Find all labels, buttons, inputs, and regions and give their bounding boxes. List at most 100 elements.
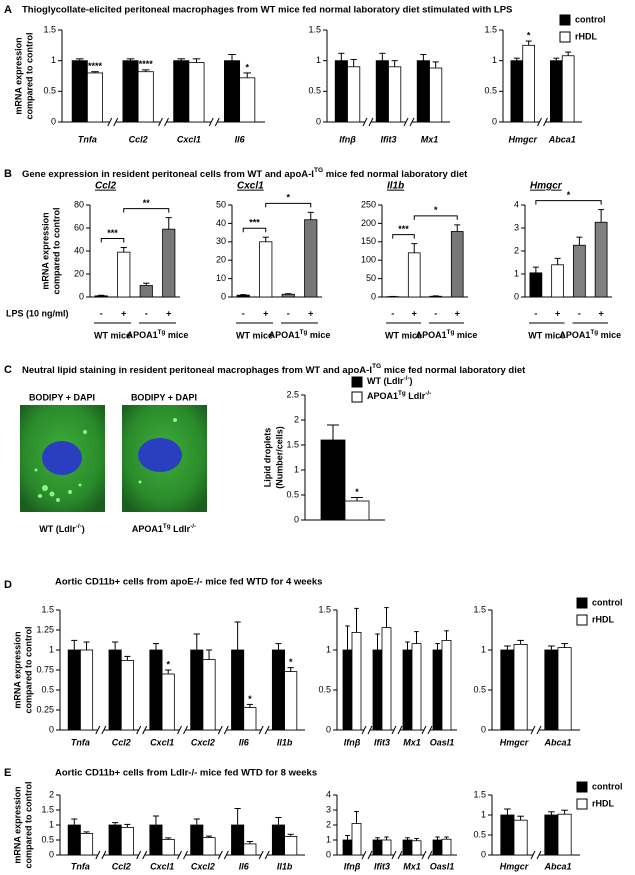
bar — [375, 60, 389, 123]
bar — [161, 839, 175, 856]
axis-break-gap — [364, 727, 370, 733]
legend-label: WT (Ldlr-/-) — [367, 375, 412, 386]
significance-bracket — [100, 238, 125, 243]
text-part: mice — [454, 330, 477, 340]
y-axis-label: compared to control — [23, 781, 33, 868]
axis-break — [264, 725, 270, 735]
group-label: APOA1Tg mice — [269, 329, 331, 340]
y-tick-label: 1.5 — [318, 604, 331, 614]
superscript: TG — [372, 363, 381, 370]
bar — [139, 285, 153, 298]
y-tick-label: 0 — [316, 116, 321, 126]
superscript: -/- — [425, 390, 431, 397]
y-tick-label: 1 — [49, 644, 54, 654]
bar — [284, 836, 298, 856]
y-tick-label: 0 — [481, 724, 486, 734]
bar — [231, 824, 245, 856]
y-tick-label: 250 — [361, 199, 376, 209]
axis-break — [95, 850, 101, 860]
axis-break — [264, 850, 270, 860]
text-part: Neutral lipid staining in resident perit… — [22, 365, 372, 376]
legend-swatch — [351, 376, 363, 388]
y-tick-label: 1 — [51, 55, 56, 65]
axis-break-gap — [138, 727, 145, 733]
bar — [271, 824, 285, 856]
axis-break-gap — [424, 727, 430, 733]
axis-break — [113, 117, 119, 127]
bar — [551, 264, 565, 298]
text-part: ) — [82, 524, 85, 534]
y-tick-label: 1 — [481, 809, 486, 819]
axis-break — [164, 117, 169, 127]
legend-label: rHDL — [592, 614, 615, 624]
bar — [441, 838, 452, 856]
bar — [342, 649, 353, 731]
y-axis-label: (Number/cells) — [274, 426, 284, 489]
axis-break — [367, 850, 373, 860]
text-part: Gene expression in resident peritoneal c… — [22, 169, 314, 180]
x-tick-label: + — [598, 308, 603, 318]
axis-break — [142, 725, 148, 735]
axis-break-gap — [394, 852, 400, 858]
x-tick-label: Cxcl2 — [191, 737, 215, 747]
text-part: APOA1 — [132, 524, 163, 534]
legend-label: control — [575, 14, 606, 24]
y-tick-label: 0.5 — [484, 86, 497, 96]
axis-break — [101, 725, 107, 735]
y-tick-label: 1 — [294, 464, 299, 474]
bar — [80, 833, 94, 856]
group-label: APOA1Tg mice — [127, 329, 189, 340]
bar — [381, 627, 392, 731]
axis-break — [391, 725, 397, 735]
bar — [231, 649, 245, 731]
micrograph-apoa1 — [122, 405, 207, 512]
bar — [202, 837, 216, 856]
bar — [572, 244, 586, 298]
significance-label: * — [289, 657, 293, 667]
y-tick-label: 1.5 — [308, 24, 321, 34]
x-tick-label: Ifit3 — [374, 737, 390, 747]
legend-label: rHDL — [575, 31, 598, 41]
text-part: mice — [165, 330, 188, 340]
superscript: Tg — [398, 390, 406, 397]
y-tick-label: 30 — [216, 236, 226, 246]
x-tick-label: + — [455, 308, 460, 318]
y-tick-label: 0.5 — [473, 684, 486, 694]
bar — [402, 649, 413, 731]
panel-title: Aortic CD11b+ cells from Ldlr-/- mice fe… — [55, 768, 317, 779]
x-tick-label: Il1b — [277, 861, 293, 871]
y-tick-label: 1 — [49, 819, 54, 829]
y-tick-label: 1 — [316, 55, 321, 65]
axis-break — [158, 117, 163, 127]
x-tick-label: Mx1 — [403, 861, 421, 871]
significance-bracket — [413, 215, 458, 220]
axis-break — [183, 725, 188, 735]
y-tick-label: 20 — [216, 255, 226, 265]
axis-break-gap — [406, 119, 412, 125]
y-tick-label: 2 — [326, 819, 331, 829]
y-tick-label: 0 — [221, 291, 226, 301]
y-tick-label: 2 — [294, 414, 299, 424]
y-tick-label: 2 — [514, 245, 519, 255]
x-tick-label: + — [412, 308, 417, 318]
bar — [271, 649, 285, 731]
bar — [500, 649, 515, 731]
axis-break — [391, 850, 397, 860]
bar — [71, 60, 88, 123]
significance-label: * — [567, 190, 571, 200]
y-tick-label: 0 — [326, 724, 331, 734]
x-tick-label: Ccl2 — [112, 737, 131, 747]
bar — [108, 649, 122, 731]
y-tick-label: 4 — [326, 789, 331, 799]
axis-break-gap — [220, 727, 227, 733]
bar — [351, 823, 362, 856]
superscript: Tg — [163, 523, 171, 530]
bar — [284, 671, 298, 731]
significance-label: * — [245, 62, 249, 72]
x-tick-label: Mx1 — [421, 134, 439, 144]
y-tick-label: 1.5 — [484, 24, 497, 34]
y-tick-label: 1 — [326, 644, 331, 654]
axis-break — [136, 725, 142, 735]
axis-break — [361, 725, 367, 735]
